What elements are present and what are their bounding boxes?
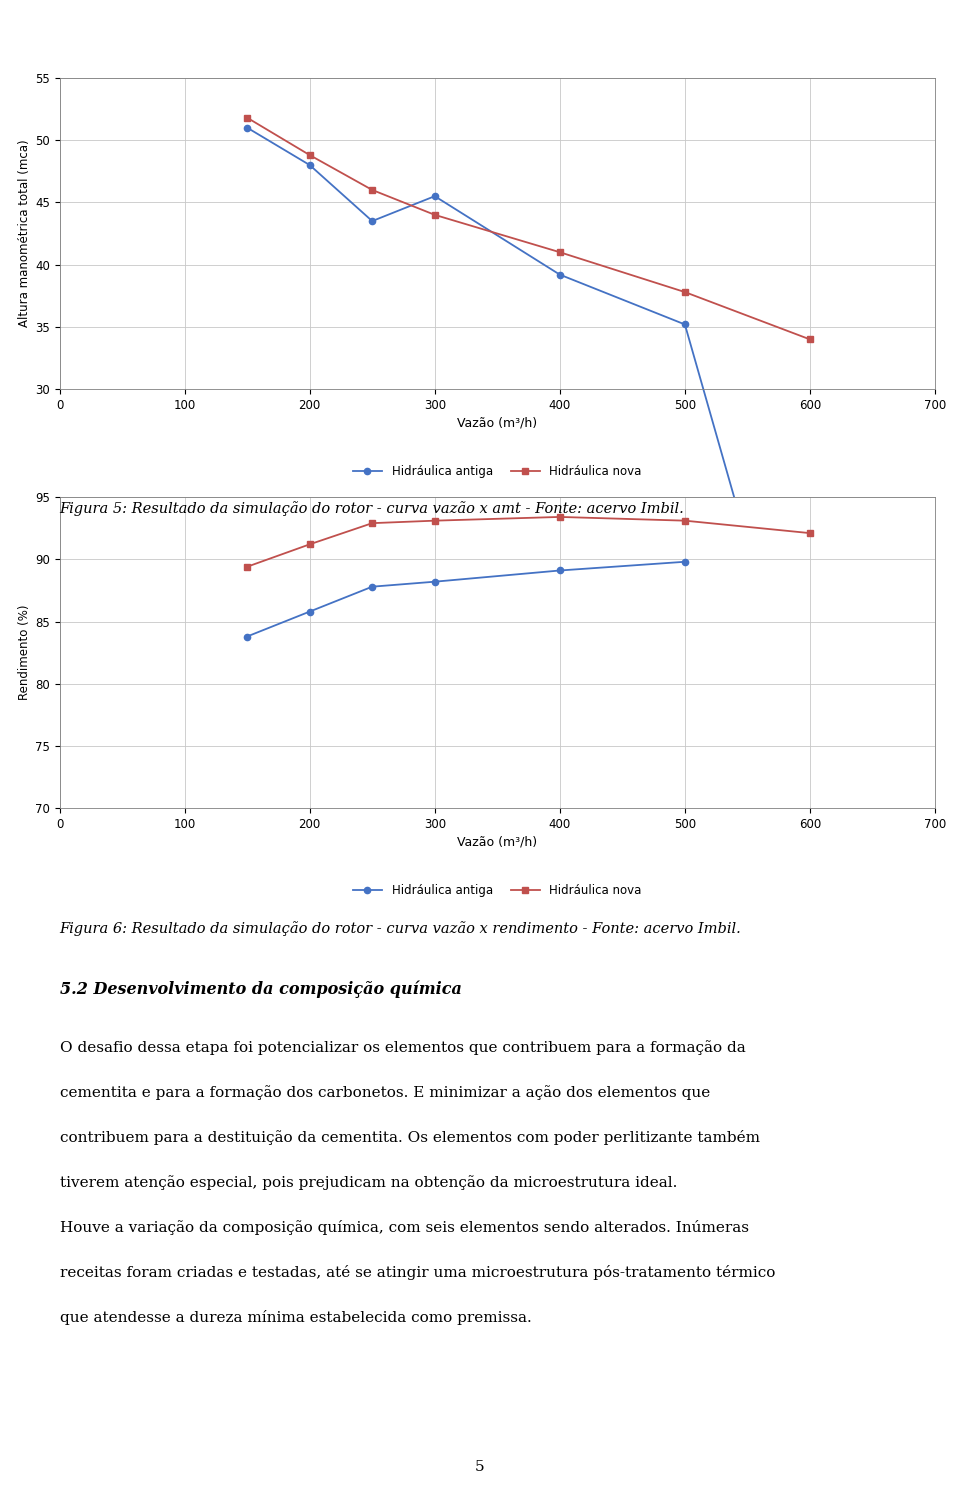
Text: cementita e para a formação dos carbonetos. E minimizar a ação dos elementos que: cementita e para a formação dos carbonet… xyxy=(60,1085,709,1100)
X-axis label: Vazão (m³/h): Vazão (m³/h) xyxy=(457,835,538,849)
Text: tiverem atenção especial, pois prejudicam na obtenção da microestrutura ideal.: tiverem atenção especial, pois prejudica… xyxy=(60,1175,677,1190)
Text: receitas foram criadas e testadas, até se atingir uma microestrutura pós-tratame: receitas foram criadas e testadas, até s… xyxy=(60,1265,775,1280)
Text: contribuem para a destituição da cementita. Os elementos com poder perlitizante : contribuem para a destituição da cementi… xyxy=(60,1130,759,1145)
Text: 5.2 Desenvolvimento da composição química: 5.2 Desenvolvimento da composição químic… xyxy=(60,981,462,998)
Y-axis label: Altura manométrica total (mca): Altura manométrica total (mca) xyxy=(17,139,31,328)
Legend: Hidráulica antiga, Hidráulica nova: Hidráulica antiga, Hidráulica nova xyxy=(348,461,647,484)
X-axis label: Vazão (m³/h): Vazão (m³/h) xyxy=(457,416,538,430)
Text: O desafio dessa etapa foi potencializar os elementos que contribuem para a forma: O desafio dessa etapa foi potencializar … xyxy=(60,1040,745,1055)
Legend: Hidráulica antiga, Hidráulica nova: Hidráulica antiga, Hidráulica nova xyxy=(348,880,647,903)
Text: Figura 5: Resultado da simulação do rotor - curva vazão x amt - Fonte: acervo Im: Figura 5: Resultado da simulação do roto… xyxy=(60,501,684,516)
Text: Houve a variação da composição química, com seis elementos sendo alterados. Inúm: Houve a variação da composição química, … xyxy=(60,1220,749,1235)
Text: 5: 5 xyxy=(475,1460,485,1475)
Y-axis label: Rendimento (%): Rendimento (%) xyxy=(17,605,31,701)
Text: que atendesse a dureza mínima estabelecida como premissa.: que atendesse a dureza mínima estabeleci… xyxy=(60,1310,531,1325)
Text: Figura 6: Resultado da simulação do rotor - curva vazão x rendimento - Fonte: ac: Figura 6: Resultado da simulação do roto… xyxy=(60,921,741,936)
